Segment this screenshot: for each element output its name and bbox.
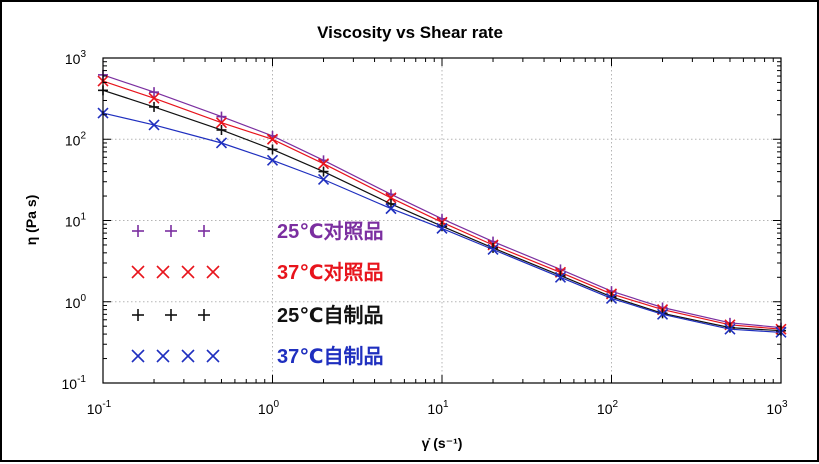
legend-marker — [165, 225, 177, 237]
legend-marker — [132, 309, 144, 321]
legend-item-3: 25℃自制品 — [132, 303, 383, 327]
data-point — [148, 119, 160, 131]
chart-title: Viscosity vs Shear rate — [317, 23, 503, 42]
data-point — [149, 87, 160, 98]
y-tick-label: 10-1 — [62, 374, 87, 392]
legend-marker — [132, 225, 144, 237]
legend-item-2: 37℃对照品 — [131, 260, 383, 284]
legend-marker — [198, 225, 210, 237]
legend-marker — [198, 309, 210, 321]
series-1 — [98, 69, 786, 333]
y-tick-label: 102 — [65, 130, 87, 148]
data-point — [148, 92, 160, 104]
x-tick-exponent: 0 — [274, 399, 280, 410]
series-line — [102, 74, 782, 329]
y-axis-label: η (Pa s) — [23, 195, 39, 246]
data-point — [149, 101, 160, 112]
data-point — [656, 308, 669, 320]
legend: 25℃对照品 37℃对照品 25℃自制品 37℃自制品 — [131, 219, 383, 368]
data-point — [605, 292, 618, 304]
data-point — [216, 124, 227, 135]
y-tick-exponent: 1 — [80, 212, 86, 223]
legend-marker — [131, 265, 145, 279]
legend-marker — [181, 349, 195, 363]
x-tick-label: 100 — [258, 399, 280, 417]
y-tick-exponent: 2 — [80, 130, 86, 141]
legend-marker — [156, 349, 170, 363]
data-point — [317, 173, 330, 186]
data-point — [724, 322, 735, 333]
x-tick-exponent: -1 — [102, 399, 111, 410]
data-point — [385, 198, 396, 209]
grid — [103, 58, 781, 383]
y-tick-label: 100 — [65, 293, 87, 311]
x-tick-label: 101 — [427, 399, 449, 417]
legend-marker — [206, 265, 220, 279]
legend-label: 25℃对照品 — [277, 219, 383, 243]
data-point — [267, 144, 278, 155]
legend-item-4: 37℃自制品 — [131, 344, 383, 368]
x-tick-label: 10-1 — [87, 399, 112, 417]
x-tick-exponent: 2 — [613, 399, 619, 410]
y-tick-label: 103 — [65, 49, 87, 67]
data-point — [436, 222, 448, 234]
legend-label: 37℃对照品 — [277, 260, 383, 284]
legend-label: 37℃自制品 — [277, 344, 383, 368]
data-point — [385, 192, 397, 204]
data-series — [97, 69, 787, 338]
x-tick-label: 103 — [766, 399, 788, 417]
data-point — [437, 221, 447, 232]
data-point — [266, 154, 279, 166]
data-point — [317, 158, 330, 170]
legend-item-1: 25℃对照品 — [132, 219, 383, 243]
legend-marker — [181, 265, 195, 279]
data-point — [216, 111, 227, 122]
data-point — [215, 117, 228, 129]
legend-marker — [206, 349, 220, 363]
x-tick-label: 102 — [597, 399, 619, 417]
y-tick-exponent: -1 — [77, 374, 86, 385]
y-tick-exponent: 3 — [80, 49, 86, 60]
data-point — [266, 133, 279, 145]
legend-label: 25℃自制品 — [277, 303, 383, 327]
legend-marker — [156, 265, 170, 279]
x-tick-exponent: 1 — [443, 399, 449, 410]
legend-marker — [165, 309, 177, 321]
x-tick-exponent: 3 — [782, 399, 788, 410]
legend-marker — [131, 349, 145, 363]
data-point — [215, 137, 228, 149]
x-axis-label: γ̇ (s⁻¹) — [422, 435, 463, 451]
data-point — [385, 203, 397, 215]
data-point — [318, 166, 329, 177]
y-tick-exponent: 0 — [80, 293, 86, 304]
data-point — [724, 323, 736, 335]
data-point — [487, 243, 499, 256]
y-tick-label: 101 — [65, 212, 87, 230]
data-point — [554, 271, 567, 283]
